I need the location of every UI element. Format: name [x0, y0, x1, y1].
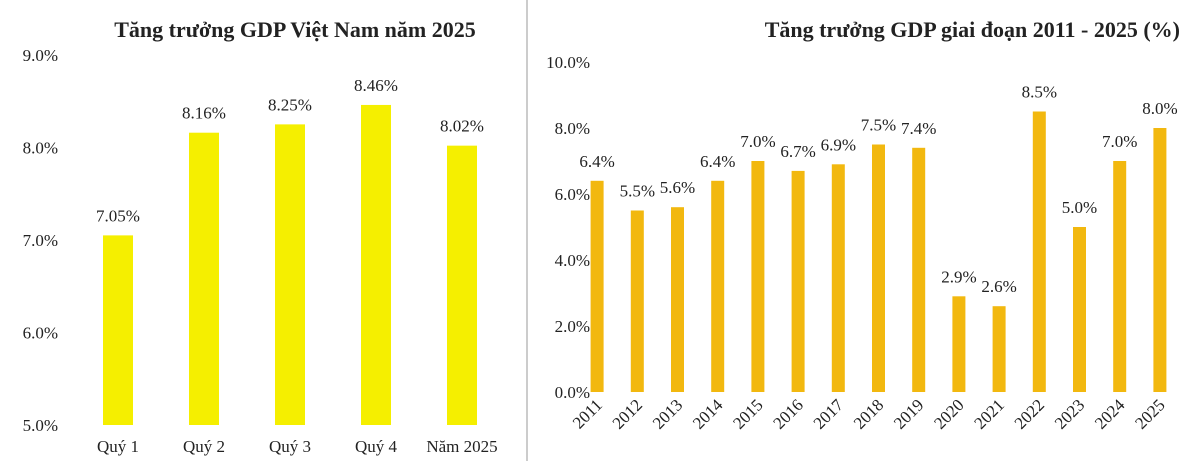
bar — [103, 235, 133, 425]
y-tick-label: 10.0% — [546, 53, 590, 72]
value-label: 8.0% — [1142, 99, 1177, 118]
value-label: 7.0% — [1102, 132, 1137, 151]
bar — [872, 144, 885, 392]
x-tick-label: 2015 — [729, 395, 766, 432]
x-tick-label: 2019 — [890, 395, 927, 432]
value-label: 5.6% — [660, 178, 695, 197]
bar — [447, 145, 477, 425]
bar — [1113, 161, 1127, 392]
x-tick-label: 2021 — [970, 395, 1007, 432]
x-tick-label: 2013 — [649, 395, 686, 432]
bar — [791, 170, 805, 392]
x-tick-label: Quý 1 — [97, 437, 139, 456]
chart-title: Tăng trưởng GDP giai đoạn 2011 - 2025 (%… — [764, 17, 1180, 42]
bar — [671, 207, 684, 392]
value-label: 2.9% — [941, 267, 976, 286]
value-label: 7.0% — [740, 132, 775, 151]
value-label: 7.4% — [901, 119, 936, 138]
x-tick-label: 2014 — [689, 395, 727, 433]
x-tick-label: 2012 — [609, 395, 646, 432]
y-tick-label: 9.0% — [23, 46, 58, 65]
x-tick-label: Năm 2025 — [426, 437, 497, 456]
x-tick-label: Quý 2 — [183, 437, 225, 456]
value-label: 2.6% — [981, 277, 1016, 296]
y-tick-label: 7.0% — [23, 231, 58, 250]
bar — [590, 180, 604, 392]
bar — [275, 124, 305, 425]
bar — [952, 296, 966, 392]
x-tick-label: 2023 — [1051, 395, 1088, 432]
y-tick-label: 0.0% — [555, 383, 590, 402]
value-label: 8.25% — [268, 95, 312, 114]
value-label: 7.05% — [96, 206, 140, 225]
y-tick-label: 2.0% — [555, 317, 590, 336]
x-tick-label: 2018 — [850, 395, 887, 432]
bar — [361, 104, 391, 425]
value-label: 6.9% — [821, 135, 856, 154]
bar — [912, 147, 926, 392]
bar — [711, 180, 725, 392]
y-tick-label: 8.0% — [555, 119, 590, 138]
value-label: 8.02% — [440, 117, 484, 136]
y-tick-label: 8.0% — [23, 139, 58, 158]
bar — [1073, 227, 1086, 392]
y-tick-label: 5.0% — [23, 416, 58, 435]
value-label: 6.4% — [700, 152, 735, 171]
bar — [751, 161, 765, 392]
x-tick-label: Quý 3 — [269, 437, 311, 456]
bar — [189, 132, 219, 425]
x-tick-label: 2017 — [810, 395, 848, 433]
value-label: 8.16% — [182, 104, 226, 123]
value-label: 6.4% — [579, 152, 614, 171]
chart-title: Tăng trưởng GDP Việt Nam năm 2025 — [114, 17, 476, 42]
x-tick-label: 2022 — [1011, 395, 1048, 432]
bar — [1153, 128, 1167, 392]
x-tick-label: 2016 — [769, 395, 806, 432]
y-tick-label: 6.0% — [23, 324, 58, 343]
value-label: 6.7% — [780, 142, 815, 161]
bar — [1032, 111, 1046, 392]
y-tick-label: 4.0% — [555, 251, 590, 270]
value-label: 7.5% — [861, 116, 896, 135]
x-tick-label: 2024 — [1091, 395, 1129, 433]
x-tick-label: Quý 4 — [355, 437, 398, 456]
x-tick-label: 2020 — [930, 395, 967, 432]
bar — [831, 164, 845, 392]
value-label: 8.5% — [1022, 83, 1057, 102]
bar — [630, 210, 644, 392]
bar — [992, 306, 1006, 392]
value-label: 5.0% — [1062, 198, 1097, 217]
value-label: 8.46% — [354, 76, 398, 95]
y-tick-label: 6.0% — [555, 185, 590, 204]
value-label: 5.5% — [620, 182, 655, 201]
x-tick-label: 2025 — [1131, 395, 1168, 432]
